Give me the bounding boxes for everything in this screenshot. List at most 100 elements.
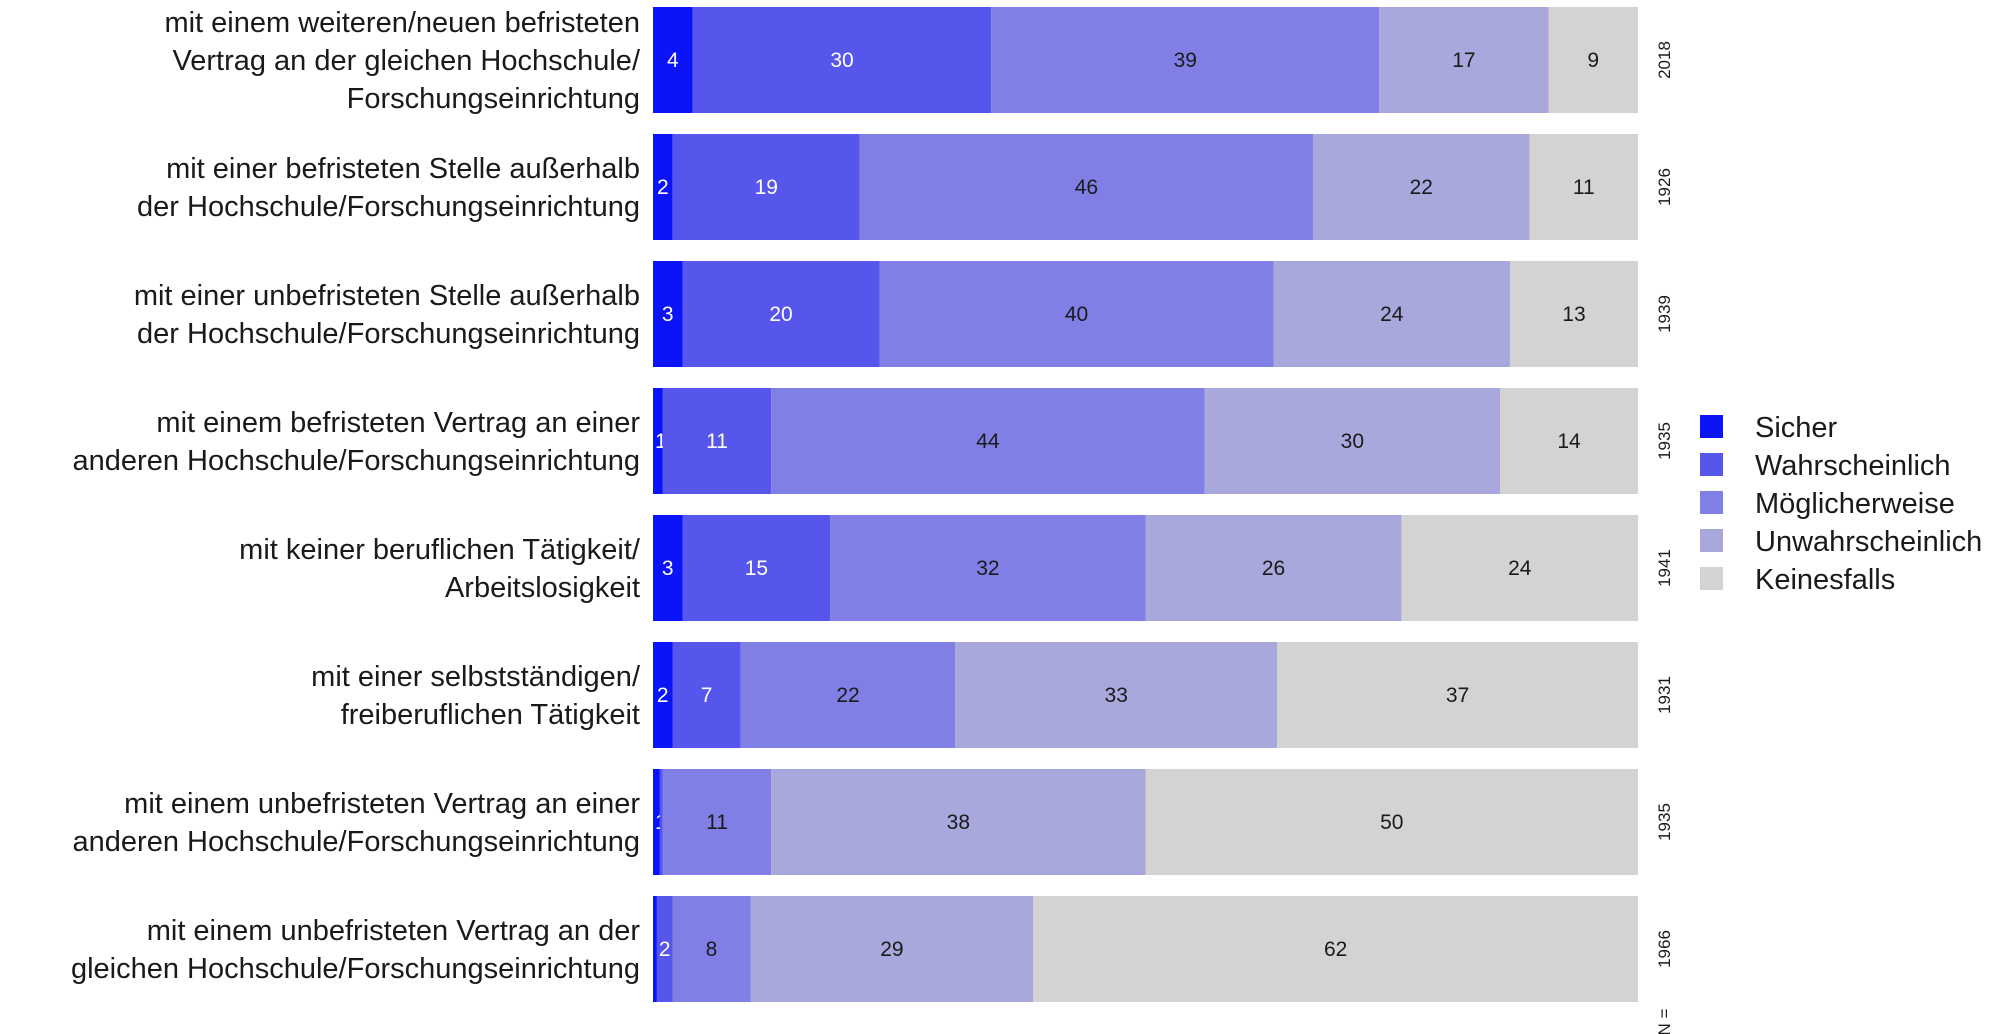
category-label-line: der Hochschule/Forschungseinrichtung: [137, 191, 640, 223]
bar-row: 4 30 39 17 9: [653, 7, 1638, 113]
n-value: 1931: [1655, 676, 1674, 714]
legend-swatch: [1700, 415, 1723, 438]
bar-segment-unwahrscheinlich: [955, 642, 1278, 748]
data-label: 50: [1380, 811, 1403, 834]
legend: Sicher Wahrscheinlich Möglicherweise Unwahr…: [1700, 412, 1982, 596]
data-label: 22: [1410, 176, 1433, 199]
bar-segment-unwahrscheinlich: [1145, 515, 1402, 621]
bar-segment-keinesfalls: [1277, 642, 1638, 748]
category-label-line: Arbeitslosigkeit: [445, 572, 640, 604]
legend-label: Wahrscheinlich: [1755, 450, 1951, 482]
bar-row: 3 15 32 26 24: [653, 515, 1638, 621]
bar-segment-keinesfalls: [1548, 7, 1638, 113]
bar-segment-möglicherweise: [991, 7, 1380, 113]
bars-layer: 4 30 39 17 92 19 46 22 113 20 40 24 131 11 44 30 143 15 32…: [653, 7, 1638, 1002]
legend-swatch: [1700, 453, 1723, 476]
data-label: 32: [976, 557, 999, 580]
data-label: 8: [706, 938, 718, 961]
bar-segment-wahrscheinlich: [692, 7, 992, 113]
data-label: 2: [657, 176, 669, 199]
bar-segment-sicher: [653, 515, 683, 621]
bar-segment-möglicherweise: [859, 134, 1313, 240]
n-value: 1966: [1655, 930, 1674, 968]
category-label: mit einem weiteren/neuen befristeten Vert…: [164, 7, 640, 115]
data-label: 30: [1341, 430, 1364, 453]
bar-segment-möglicherweise: [879, 261, 1274, 367]
data-label: 13: [1562, 303, 1585, 326]
bar-segment-möglicherweise: [771, 388, 1205, 494]
data-label: 30: [830, 49, 853, 72]
data-label: 39: [1174, 49, 1197, 72]
category-label: mit einer unbefristeten Stelle außerhalb…: [134, 280, 640, 350]
bar-segment-sicher: [653, 896, 657, 1002]
data-label: 2: [657, 684, 669, 707]
category-label: mit keiner beruflichen Tätigkeit/Arbeits…: [239, 534, 641, 604]
category-label: mit einer befristeten Stelle außerhalb de…: [137, 153, 640, 223]
data-label: 11: [706, 811, 728, 834]
n-value: 1941: [1655, 549, 1674, 587]
category-label-line: Forschungseinrichtung: [347, 83, 640, 115]
category-label-line: mit einer selbstständigen/: [311, 661, 641, 693]
legend-swatch: [1700, 491, 1723, 514]
legend-label: Sicher: [1755, 412, 1838, 444]
bar-segment-keinesfalls: [1401, 515, 1638, 621]
category-label-line: Vertrag an der gleichen Hochschule/: [172, 45, 640, 77]
bar-row: 1 11 44 30 14: [653, 388, 1638, 494]
category-label: mit einem unbefristeten Vertrag an der gl…: [71, 915, 640, 985]
data-label: 44: [976, 430, 1000, 453]
bar-segment-wahrscheinlich: [659, 769, 663, 875]
bar-segment-sicher: [653, 769, 660, 875]
category-label-line: gleichen Hochschule/Forschungseinrichtun…: [71, 953, 640, 985]
legend-item-wahrscheinlich: Wahrscheinlich: [1700, 450, 1951, 482]
data-label: 7: [701, 684, 713, 707]
data-label: 11: [1573, 176, 1595, 199]
data-label: 3: [662, 557, 674, 580]
category-label-line: mit keiner beruflichen Tätigkeit/: [239, 534, 641, 566]
bar-segment-wahrscheinlich: [672, 134, 860, 240]
legend-item-unwahrscheinlich: Unwahrscheinlich: [1700, 526, 1982, 558]
bar-row: 3 20 40 24 13: [653, 261, 1638, 367]
data-label: 24: [1508, 557, 1532, 580]
legend-swatch: [1700, 529, 1723, 552]
data-label: 24: [1380, 303, 1404, 326]
data-label: 37: [1446, 684, 1469, 707]
category-labels-layer: mit einem weiteren/neuen befristeten Vert…: [71, 7, 641, 985]
data-label: 22: [836, 684, 859, 707]
category-label-line: freiberuflichen Tätigkeit: [341, 699, 640, 731]
bar-segment-möglicherweise: [830, 515, 1146, 621]
data-label: 26: [1262, 557, 1285, 580]
bar-segment-keinesfalls: [1529, 134, 1638, 240]
bar-segment-wahrscheinlich: [656, 896, 673, 1002]
legend-item-sicher: Sicher: [1700, 412, 1838, 444]
data-label: 29: [880, 938, 903, 961]
bar-segment-keinesfalls: [1033, 896, 1638, 1002]
bar-segment-keinesfalls: [1500, 388, 1638, 494]
category-label-line: mit einem befristeten Vertrag an einer: [156, 407, 640, 439]
bar-row: 2 7 22 33 37: [653, 642, 1638, 748]
category-label-line: mit einer befristeten Stelle außerhalb: [166, 153, 640, 185]
bar-segment-wahrscheinlich: [682, 515, 831, 621]
data-label: 17: [1452, 49, 1475, 72]
bar-segment-sicher: [653, 134, 673, 240]
data-label: 15: [745, 557, 768, 580]
legend-swatch: [1700, 567, 1723, 590]
n-value: 2018: [1655, 41, 1674, 79]
bar-segment-sicher: [653, 642, 673, 748]
legend-label: Keinesfalls: [1755, 564, 1895, 596]
category-label: mit einem unbefristeten Vertrag an einer…: [73, 788, 641, 858]
n-axis-label: N =: [1655, 1008, 1674, 1034]
n-value: 1939: [1655, 295, 1674, 333]
bar-segment-sicher: [653, 7, 693, 113]
data-label: 9: [1587, 49, 1599, 72]
bar-segment-wahrscheinlich: [672, 642, 741, 748]
category-label-line: anderen Hochschule/Forschungseinrichtung: [73, 445, 640, 477]
n-value: 1935: [1655, 422, 1674, 460]
data-label: 3: [662, 303, 674, 326]
category-label-line: mit einem unbefristeten Vertrag an einer: [124, 788, 640, 820]
data-label: 19: [755, 176, 778, 199]
category-label: mit einem befristeten Vertrag an einer an…: [73, 407, 641, 477]
legend-item-keinesfalls: Keinesfalls: [1700, 564, 1895, 596]
bar-segment-keinesfalls: [1509, 261, 1638, 367]
